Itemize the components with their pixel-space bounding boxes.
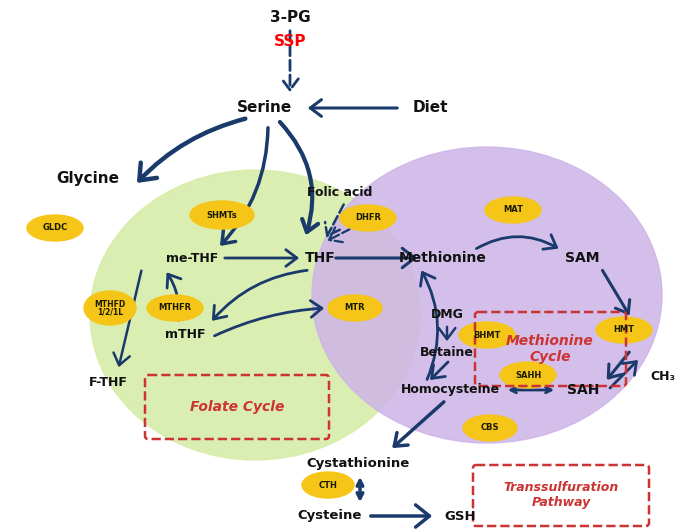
Text: Homocysteine: Homocysteine [400, 383, 500, 397]
Ellipse shape [27, 215, 83, 241]
Text: F-THF: F-THF [89, 375, 127, 389]
Ellipse shape [90, 170, 420, 460]
Text: Cystathionine: Cystathionine [307, 457, 410, 469]
Text: Cysteine: Cysteine [298, 510, 362, 523]
Ellipse shape [84, 291, 136, 325]
Text: GLDC: GLDC [43, 224, 68, 233]
Text: Methionine
Cycle: Methionine Cycle [506, 334, 594, 364]
Text: Methionine: Methionine [399, 251, 487, 265]
Text: Glycine: Glycine [56, 170, 120, 185]
Text: CBS: CBS [481, 424, 499, 433]
Text: Serine: Serine [238, 100, 292, 116]
Text: GSH: GSH [444, 510, 476, 523]
Text: SHMTs: SHMTs [206, 210, 238, 219]
Text: me-THF: me-THF [166, 252, 218, 264]
Text: SAHH: SAHH [515, 371, 541, 380]
Text: SAH: SAH [567, 383, 599, 397]
Text: Transsulfuration
Pathway: Transsulfuration Pathway [504, 481, 619, 509]
Text: MTHFD
1/2/1L: MTHFD 1/2/1L [94, 299, 126, 316]
Text: SAM: SAM [565, 251, 599, 265]
Text: THF: THF [305, 251, 335, 265]
Ellipse shape [463, 415, 517, 441]
Ellipse shape [302, 472, 354, 498]
Text: HMT: HMT [613, 326, 634, 335]
Text: CH₃: CH₃ [651, 370, 676, 382]
Text: Folate Cycle: Folate Cycle [190, 400, 284, 414]
Ellipse shape [190, 201, 254, 229]
Text: Betaine: Betaine [420, 346, 474, 358]
Ellipse shape [459, 322, 515, 348]
Text: MAT: MAT [503, 205, 523, 215]
Text: MTHFR: MTHFR [158, 304, 192, 313]
Text: Diet: Diet [412, 100, 447, 116]
Ellipse shape [147, 295, 203, 321]
Text: Folic acid: Folic acid [307, 185, 372, 199]
Text: CTH: CTH [319, 481, 337, 490]
Ellipse shape [500, 362, 556, 388]
Ellipse shape [485, 197, 541, 223]
Text: MTR: MTR [345, 304, 366, 313]
Text: mTHF: mTHF [165, 329, 205, 341]
Text: DHFR: DHFR [355, 213, 381, 222]
Text: DMG: DMG [431, 309, 464, 321]
Ellipse shape [312, 147, 662, 443]
Ellipse shape [596, 317, 652, 343]
Text: 3-PG: 3-PG [269, 11, 310, 25]
Ellipse shape [340, 205, 396, 231]
Text: SSP: SSP [274, 35, 306, 49]
Ellipse shape [328, 295, 382, 321]
Text: BHMT: BHMT [473, 330, 501, 339]
